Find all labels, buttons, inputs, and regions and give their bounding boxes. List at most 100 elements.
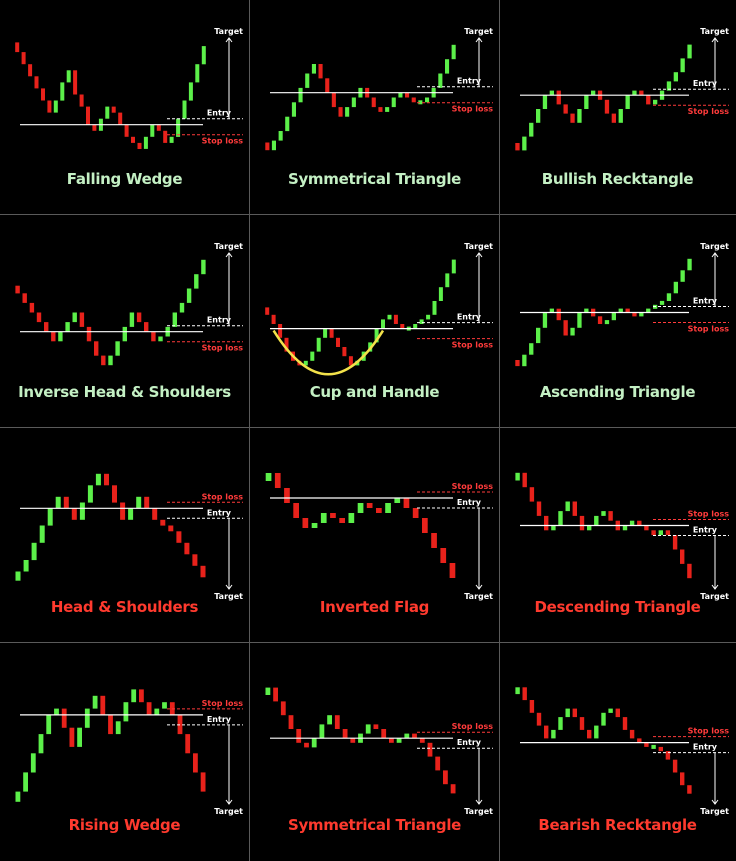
bull-candle	[549, 308, 554, 313]
bear-candle	[422, 518, 428, 533]
bear-candle	[371, 97, 376, 108]
pattern-panel: Target Entry Stop loss Rising Wedge	[0, 643, 249, 860]
bull-candle	[639, 312, 644, 317]
pattern-chart: Target Entry Stop loss	[265, 473, 494, 601]
bull-candle	[87, 485, 93, 503]
bull-candle	[558, 717, 563, 730]
bear-candle	[529, 700, 535, 713]
bull-candle	[115, 341, 120, 356]
bear-candle	[293, 503, 299, 518]
entry-label: Entry	[207, 316, 232, 325]
bull-candle	[278, 131, 283, 141]
bear-candle	[522, 472, 527, 488]
pattern-title: Inverse Head & Shoulders	[18, 383, 231, 401]
bear-candle	[611, 113, 616, 123]
bear-candle	[280, 701, 286, 716]
pattern-chart: Target Entry Stop loss	[265, 242, 493, 376]
pattern-panel: Target Entry Stop loss Symmetrical Triangle	[250, 643, 499, 860]
bull-candle	[58, 331, 63, 342]
bull-candle	[172, 312, 177, 327]
pattern-chart: Target Entry Stop loss	[515, 242, 729, 367]
bull-candle	[522, 136, 527, 151]
bear-candle	[597, 316, 603, 324]
bear-candle	[604, 99, 610, 114]
bear-candle	[118, 112, 123, 125]
bear-candle	[111, 106, 116, 113]
bull-candle	[60, 82, 65, 101]
bear-candle	[61, 708, 67, 728]
bear-candle	[412, 508, 419, 518]
bull-candle	[385, 503, 391, 513]
arrow-head-icon	[711, 252, 719, 258]
bull-candle	[310, 351, 315, 361]
bull-candle	[680, 58, 685, 73]
bull-candle	[357, 503, 364, 513]
bear-candle	[632, 312, 637, 317]
bear-candle	[29, 302, 35, 313]
bull-candle	[38, 734, 44, 754]
bull-candle	[188, 82, 193, 101]
bull-candle	[84, 708, 90, 728]
arrow-head-icon	[225, 252, 233, 258]
bear-candle	[334, 715, 340, 729]
arrow-head-icon	[711, 584, 719, 590]
stop-loss-label: Stop loss	[688, 727, 730, 736]
bear-candle	[563, 104, 568, 114]
bear-candle	[71, 508, 77, 520]
bull-candle	[584, 308, 589, 313]
bear-candle	[687, 563, 692, 579]
bull-candle	[182, 100, 187, 119]
bear-candle	[587, 729, 592, 739]
target-label: Target	[214, 592, 243, 601]
pattern-panel: Target Entry Stop loss Falling Wedge	[0, 0, 249, 214]
bull-candle	[565, 708, 570, 718]
bear-candle	[104, 473, 109, 486]
bull-candle	[673, 281, 678, 294]
bull-candle	[651, 744, 656, 749]
bull-candle	[551, 525, 556, 531]
bull-candle	[15, 791, 21, 802]
bull-candle	[646, 308, 651, 313]
bear-candle	[570, 113, 575, 123]
bear-candle	[672, 535, 678, 550]
entry-label: Entry	[457, 313, 482, 322]
bear-candle	[79, 312, 85, 327]
arrow-head-icon	[225, 37, 233, 43]
bull-candle	[311, 64, 316, 74]
bull-candle	[601, 712, 606, 726]
bear-candle	[515, 143, 520, 151]
bull-candle	[265, 687, 271, 695]
bear-candle	[381, 729, 387, 739]
bear-candle	[168, 525, 174, 532]
bear-candle	[15, 42, 20, 53]
pattern-panel: Target Entry Stop loss Inverse Head & Shoul…	[0, 215, 249, 427]
bear-candle	[329, 328, 334, 338]
bear-candle	[336, 337, 340, 347]
bear-candle	[318, 64, 323, 79]
bull-candle	[653, 99, 658, 105]
bear-candle	[151, 331, 156, 342]
bear-candle	[556, 90, 561, 105]
arrow-head-icon	[475, 584, 483, 590]
bull-candle	[418, 100, 423, 105]
bull-candle	[154, 708, 160, 715]
arrow-head-icon	[475, 37, 483, 43]
bull-candle	[311, 523, 318, 528]
bear-candle	[146, 702, 152, 715]
bear-candle	[160, 519, 166, 526]
arrow-head-icon	[711, 799, 719, 805]
bull-candle	[381, 319, 385, 329]
bull-candle	[565, 501, 570, 512]
bull-candle	[529, 343, 534, 355]
pattern-chart: Target Entry Stop loss	[515, 27, 729, 151]
bear-candle	[22, 293, 27, 303]
entry-label: Entry	[457, 77, 482, 86]
bear-candle	[144, 496, 150, 509]
bull-candle	[72, 312, 77, 323]
stop-loss-label: Stop loss	[202, 137, 244, 146]
bull-candle	[31, 542, 37, 561]
bear-candle	[389, 738, 394, 743]
entry-label: Entry	[457, 498, 482, 507]
bear-candle	[44, 322, 49, 332]
stop-loss-label: Stop loss	[452, 482, 494, 491]
